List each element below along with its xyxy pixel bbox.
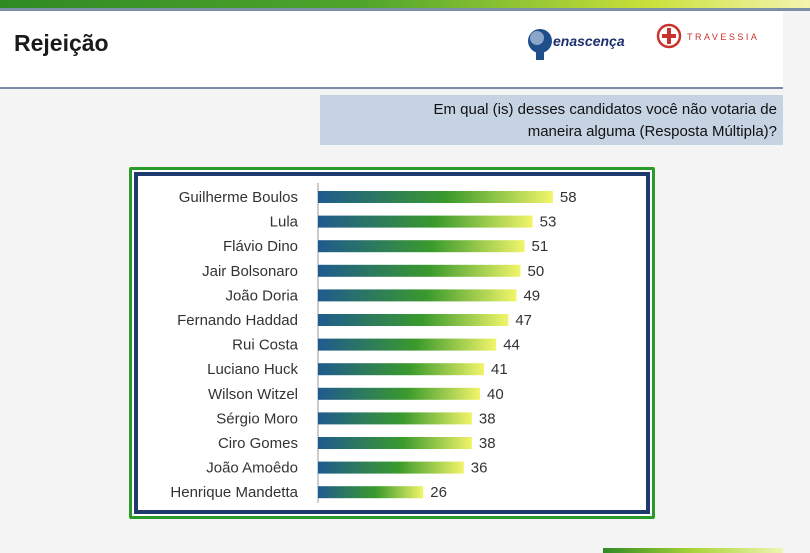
- value-label: 26: [430, 484, 447, 501]
- value-label: 47: [515, 312, 532, 329]
- category-label: Luciano Huck: [207, 361, 298, 378]
- bar: [318, 289, 517, 302]
- category-label: Henrique Mandetta: [170, 484, 298, 501]
- value-label: 44: [503, 337, 520, 354]
- renascenca-logo-mark-inner: [530, 31, 544, 45]
- travessia-logo-ring: [656, 23, 682, 49]
- value-label: 40: [487, 386, 504, 403]
- rejection-bar-chart: Guilherme Boulos 58 Lula 53 Flávio Dino 51 Jai…: [170, 183, 577, 503]
- category-label: Rui Costa: [232, 337, 299, 354]
- category-label: João Amoêdo: [206, 460, 298, 477]
- value-label: 38: [479, 410, 496, 427]
- bar: [318, 437, 472, 449]
- bar: [318, 461, 464, 474]
- travessia-logo-stem: [667, 28, 671, 44]
- bar: [318, 264, 521, 277]
- value-label: 49: [523, 287, 540, 304]
- top-divider: [0, 8, 810, 11]
- question-line-2: maneira alguma (Resposta Múltipla)?: [527, 123, 777, 140]
- category-label: Ciro Gomes: [218, 435, 298, 452]
- bar: [318, 486, 424, 499]
- category-label: João Doria: [225, 287, 298, 304]
- slide-header: [0, 11, 783, 87]
- bar: [318, 314, 509, 326]
- question-box: Em qual (is) desses candidatos você não …: [320, 95, 783, 145]
- category-label: Guilherme Boulos: [179, 189, 298, 206]
- bar: [318, 412, 472, 425]
- bar: [318, 338, 497, 351]
- travessia-logo-text: TRAVESSIA: [687, 32, 759, 42]
- value-label: 36: [471, 460, 488, 477]
- renascenca-logo: enascença: [528, 29, 625, 60]
- value-label: 38: [479, 435, 496, 452]
- header-divider: [0, 87, 783, 89]
- chart-inner-frame: [134, 172, 650, 514]
- value-label: 50: [528, 263, 545, 280]
- bar: [318, 240, 525, 253]
- renascenca-logo-text: enascença: [553, 33, 625, 49]
- category-label: Lula: [270, 214, 299, 231]
- category-label: Sérgio Moro: [216, 410, 298, 427]
- bar: [318, 191, 553, 203]
- renascenca-logo-stem: [536, 48, 544, 60]
- category-label: Jair Bolsonaro: [202, 263, 298, 280]
- category-label: Fernando Haddad: [177, 312, 298, 329]
- category-label: Flávio Dino: [223, 238, 298, 255]
- bar: [318, 215, 533, 228]
- value-label: 41: [491, 361, 508, 378]
- bar: [318, 363, 485, 376]
- value-label: 53: [540, 214, 557, 231]
- value-label: 58: [560, 189, 577, 206]
- bar: [318, 387, 480, 400]
- slide-title: Rejeição: [14, 30, 109, 56]
- category-label: Wilson Witzel: [208, 386, 298, 403]
- value-label: 51: [532, 238, 549, 255]
- travessia-logo: TRAVESSIA: [656, 23, 759, 49]
- top-accent-bar: [0, 0, 810, 8]
- question-line-1: Em qual (is) desses candidatos você não …: [433, 101, 777, 118]
- bottom-accent-bar: [603, 548, 783, 553]
